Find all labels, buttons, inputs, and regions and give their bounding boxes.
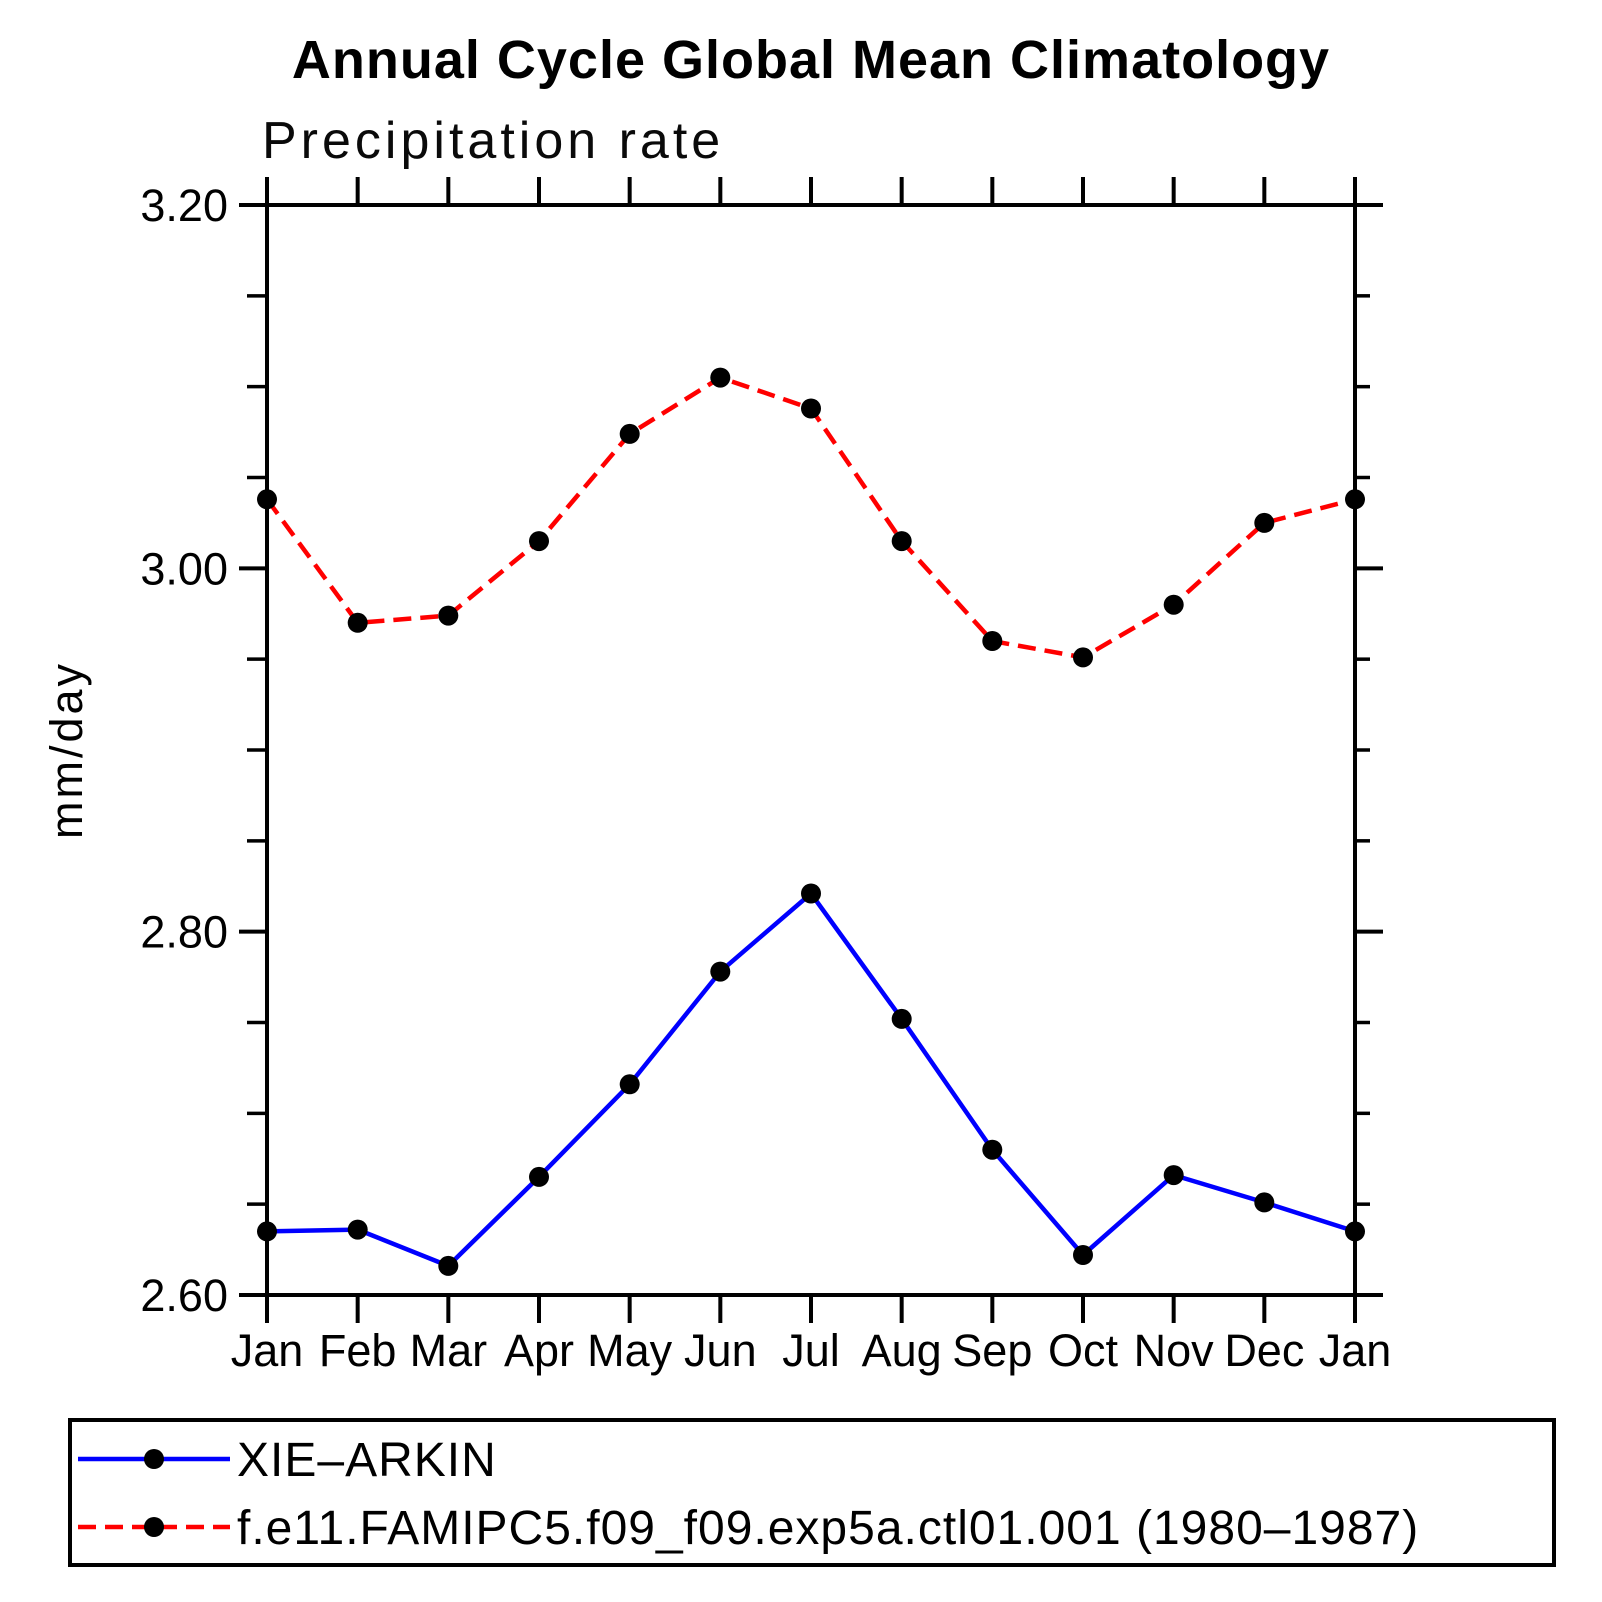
data-point-marker	[619, 423, 640, 444]
y-tick-label: 2.60	[140, 1270, 228, 1321]
x-tick-label: Jul	[782, 1325, 840, 1376]
chart-subtitle: Precipitation rate	[262, 112, 724, 170]
data-point-marker	[529, 531, 549, 552]
axis-ticks	[239, 177, 1383, 1323]
data-point-marker	[438, 605, 459, 626]
data-point-marker	[347, 1219, 368, 1240]
data-point-marker	[1254, 1192, 1275, 1213]
series-line	[265, 375, 1356, 660]
data-point-marker	[1254, 512, 1275, 533]
data-point-marker	[257, 1221, 277, 1242]
x-tick-label: Oct	[1048, 1325, 1119, 1376]
y-tick-label: 2.80	[140, 907, 228, 958]
data-point-marker	[1345, 489, 1365, 510]
legend-item: f.e11.FAMIPC5.f09_f09.exp5a.ctl01.001 (1…	[78, 1502, 1419, 1555]
data-point-marker	[710, 961, 731, 982]
x-tick-label: Nov	[1134, 1325, 1215, 1376]
y-axis-label: mm/day	[41, 661, 92, 839]
data-point-marker	[982, 1139, 1003, 1160]
x-tick-label: Jun	[684, 1325, 757, 1376]
data-point-marker	[438, 1255, 459, 1276]
plot-border	[265, 203, 1357, 1297]
chart-title: Annual Cycle Global Mean Climatology	[292, 30, 1330, 90]
series-line	[266, 891, 1356, 1269]
data-point-marker	[257, 489, 277, 510]
x-tick-label: Jan	[1319, 1325, 1392, 1376]
legend-label: XIE–ARKIN	[237, 1434, 497, 1487]
y-tick-label: 3.00	[140, 543, 228, 594]
data-point-marker	[347, 612, 368, 633]
data-point-marker	[801, 398, 821, 419]
data-point-marker	[891, 531, 912, 552]
data-point-marker	[1073, 647, 1093, 668]
legend-item: XIE–ARKIN	[78, 1434, 497, 1487]
series-model	[257, 367, 1365, 668]
x-tick-label: Jan	[231, 1325, 304, 1376]
legend-marker	[144, 1449, 164, 1469]
series-xie-arkin	[257, 883, 1365, 1276]
data-point-marker	[891, 1008, 912, 1029]
x-tick-label: Apr	[504, 1325, 574, 1376]
data-point-marker	[1073, 1245, 1093, 1265]
x-tick-label: Feb	[319, 1325, 397, 1376]
y-tick-label: 3.20	[140, 180, 228, 231]
legend: XIE–ARKIN f.e11.FAMIPC5.f09_f09.exp5a.ctl…	[68, 1418, 1556, 1567]
data-point-marker	[710, 367, 731, 388]
data-point-marker	[982, 631, 1003, 651]
legend-label: f.e11.FAMIPC5.f09_f09.exp5a.ctl01.001 (1…	[237, 1502, 1419, 1555]
data-point-marker	[619, 1074, 640, 1095]
data-point-marker	[801, 883, 821, 904]
x-tick-label: Dec	[1224, 1325, 1304, 1376]
legend-box	[68, 1418, 1556, 1567]
x-tick-label: May	[587, 1325, 673, 1376]
y-tick-labels: 2.60 2.80 3.00 3.20	[140, 180, 228, 1321]
x-tick-label: Aug	[862, 1325, 942, 1376]
x-tick-label: Mar	[410, 1325, 488, 1376]
data-series	[257, 367, 1365, 1276]
data-point-marker	[1345, 1221, 1365, 1242]
data-point-marker	[529, 1166, 549, 1187]
x-tick-labels: Jan Feb Mar Apr May Jun Jul Aug Sep Oct Nov Dec Jan	[231, 1325, 1392, 1376]
data-point-marker	[1163, 594, 1184, 615]
plot-frame	[265, 203, 1357, 1297]
legend-marker	[144, 1517, 164, 1537]
data-point-marker	[1163, 1165, 1184, 1186]
x-tick-label: Sep	[952, 1325, 1032, 1376]
